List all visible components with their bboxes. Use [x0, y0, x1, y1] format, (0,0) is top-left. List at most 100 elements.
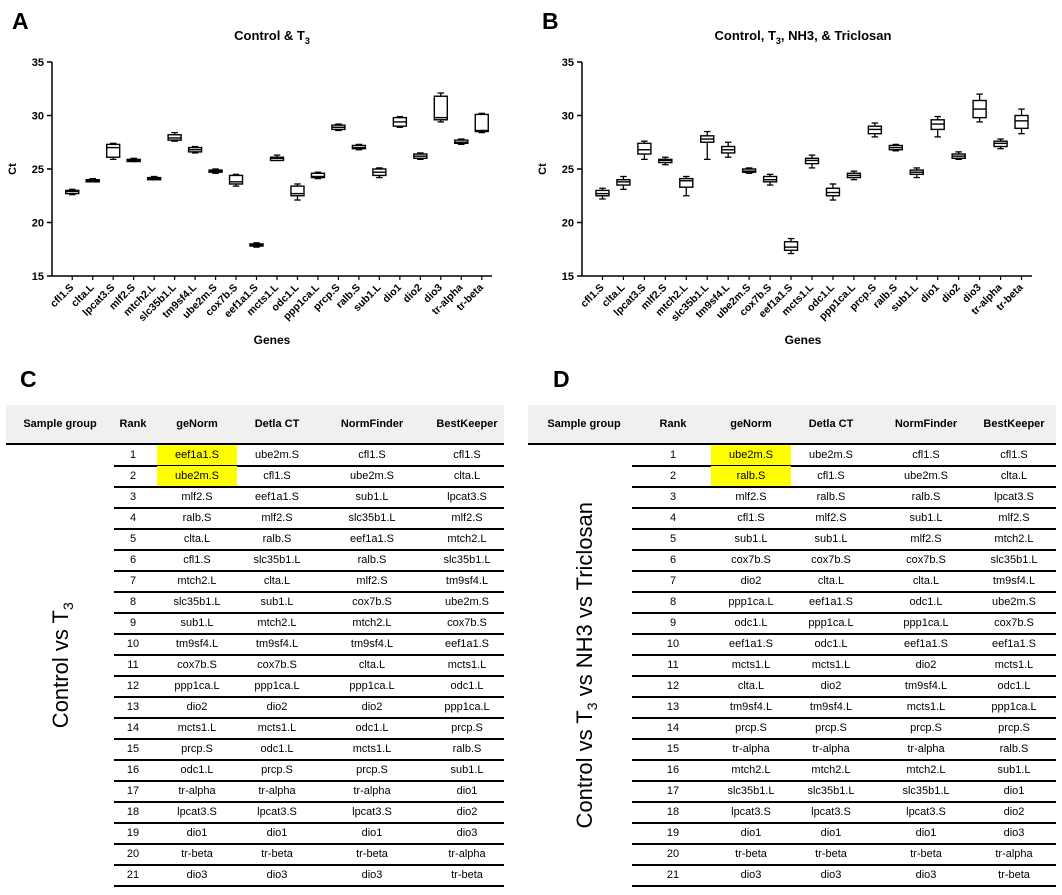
rank-cell: 12	[126, 680, 140, 692]
gene-cell: slc35b1.L	[348, 512, 396, 524]
table-row: 13 dio2 dio2 dio2 ppp1ca.L	[114, 697, 504, 719]
gene-cell: odc1.L	[814, 638, 848, 650]
gene-cell: dio1	[361, 827, 383, 839]
rank-cell: 14	[126, 722, 140, 734]
table-row: 7 dio2 clta.L clta.L tm9sf4.L	[632, 571, 1056, 593]
gene-cell: dio2	[740, 575, 762, 587]
table-row: 15 tr-alpha tr-alpha tr-alpha ralb.S	[632, 739, 1056, 761]
gene-cell: tm9sf4.L	[255, 638, 299, 650]
gene-cell: prcp.S	[998, 722, 1030, 734]
gene-cell: dio3	[361, 869, 383, 881]
table-row: 4 ralb.S mlf2.S slc35b1.L mlf2.S	[114, 508, 504, 530]
gene-cell: ube2m.S	[349, 470, 395, 482]
gene-cell: tr-beta	[735, 848, 767, 860]
x-axis-label: Genes	[785, 333, 822, 347]
rank-cell: 4	[129, 512, 137, 524]
rank-cell: 9	[129, 617, 137, 629]
gene-cell: ppp1ca.L	[903, 617, 949, 629]
box-iqr	[310, 172, 326, 179]
gene-cell: ube2m.S	[991, 596, 1037, 608]
table-row: 5 sub1.L sub1.L mlf2.S mtch2.L	[632, 529, 1056, 551]
y-tick-label: 25	[32, 164, 44, 176]
gene-cell: dio3	[740, 869, 762, 881]
gene-cell: ralb.S	[816, 491, 846, 503]
gene-cell: eef1a1.S	[903, 638, 949, 650]
table-row: 6 cfl1.S slc35b1.L ralb.S slc35b1.L	[114, 550, 504, 572]
column-header: Sample group	[547, 418, 621, 430]
box-iqr	[783, 241, 799, 252]
gene-cell: tr-beta	[998, 869, 1030, 881]
table-header: Sample group Rank geNorm Detla CT NormFinder…	[528, 405, 1056, 445]
gene-cell: sub1.L	[260, 596, 294, 608]
gene-cell: ralb.S	[911, 491, 941, 503]
chart-title-rest: , NH3, & Triclosan	[781, 28, 892, 43]
rank-cell: 15	[666, 743, 680, 755]
gene-cell: cfl1.S	[263, 470, 291, 482]
chart-title: Control & T3	[234, 28, 310, 46]
gene-cell: mcts1.L	[811, 659, 851, 671]
table-row: 12 clta.L dio2 tm9sf4.L odc1.L	[632, 676, 1056, 698]
gene-cell: ube2m.S	[711, 445, 791, 465]
box-iqr	[1014, 114, 1029, 130]
chart-title-subscript: 3	[776, 36, 781, 46]
gene-cell: cfl1.S	[358, 449, 386, 461]
table-header: Sample group Rank geNorm Detla CT NormFinder…	[6, 405, 504, 445]
rank-cell: 11	[667, 659, 679, 671]
x-tick-label: dio1	[918, 282, 942, 306]
gene-cell: dio1	[266, 827, 288, 839]
box-iqr	[433, 95, 449, 121]
gene-cell: cfl1.S	[737, 512, 765, 524]
table-row: 11 cox7b.S cox7b.S clta.L mcts1.L	[114, 655, 504, 677]
box-iqr	[637, 142, 652, 155]
panel-label-d: D	[553, 366, 570, 392]
table-row: 8 slc35b1.L sub1.L cox7b.S ube2m.S	[114, 592, 504, 614]
gene-cell: eef1a1.S	[728, 638, 774, 650]
gene-cell: tr-beta	[815, 848, 847, 860]
gene-cell: odc1.L	[997, 680, 1031, 692]
gene-cell: dio3	[1003, 827, 1025, 839]
rank-cell: 7	[129, 575, 137, 587]
table-row: 3 mlf2.S ralb.S ralb.S lpcat3.S	[632, 487, 1056, 509]
gene-cell: ralb.S	[262, 533, 292, 545]
table-row: 1 ube2m.S ube2m.S cfl1.S cfl1.S	[632, 445, 1056, 467]
gene-cell: dio3	[820, 869, 842, 881]
gene-cell: clta.L	[912, 575, 940, 587]
rank-cell: 20	[126, 848, 140, 860]
table-row: 17 tr-alpha tr-alpha tr-alpha dio1	[114, 781, 504, 803]
gene-cell: tr-alpha	[178, 785, 216, 797]
rank-cell: 9	[669, 617, 677, 629]
box-plot-control-t3-nh3-triclosan: Control, T3, NH3, & Triclosan 15 20 25 30 35 C…	[537, 28, 1032, 347]
box-iqr	[228, 174, 244, 185]
gene-cell: ppp1ca.L	[808, 617, 854, 629]
gene-cell: lpcat3.S	[177, 806, 217, 818]
column-header: NormFinder	[340, 418, 404, 430]
gene-cell: dio1	[740, 827, 762, 839]
column-header: BestKeeper	[983, 418, 1045, 430]
y-tick-label: 35	[562, 57, 574, 69]
rank-cell: 16	[126, 764, 140, 776]
y-tick-label: 15	[562, 271, 574, 283]
gene-cell: lpcat3.S	[994, 491, 1034, 503]
table-row: 14 mcts1.L mcts1.L odc1.L prcp.S	[114, 718, 504, 740]
rank-cell: 19	[126, 827, 140, 839]
column-header: Detla CT	[254, 418, 300, 430]
table-row: 10 eef1a1.S odc1.L eef1a1.S eef1a1.S	[632, 634, 1056, 656]
gene-cell: slc35b1.L	[443, 554, 491, 566]
rank-cell: 13	[666, 701, 680, 713]
gene-cell: ppp1ca.L	[349, 680, 395, 692]
gene-cell: cox7b.S	[811, 554, 851, 566]
gene-cell: tm9sf4.L	[904, 680, 948, 692]
rank-cell: 8	[129, 596, 137, 608]
rank-cell: 13	[126, 701, 140, 713]
gene-cell: clta.L	[183, 533, 211, 545]
gene-cell: ube2m.S	[808, 449, 854, 461]
rank-cell: 7	[669, 575, 677, 587]
gene-cell: tm9sf4.L	[445, 575, 489, 587]
gene-cell: ralb.S	[999, 743, 1029, 755]
table-row: 20 tr-beta tr-beta tr-beta tr-alpha	[114, 844, 504, 866]
gene-cell: prcp.S	[356, 764, 388, 776]
rank-cell: 3	[669, 491, 677, 503]
y-tick-label: 15	[32, 271, 44, 283]
rank-cell: 16	[666, 764, 680, 776]
column-header: Sample group	[23, 418, 97, 430]
